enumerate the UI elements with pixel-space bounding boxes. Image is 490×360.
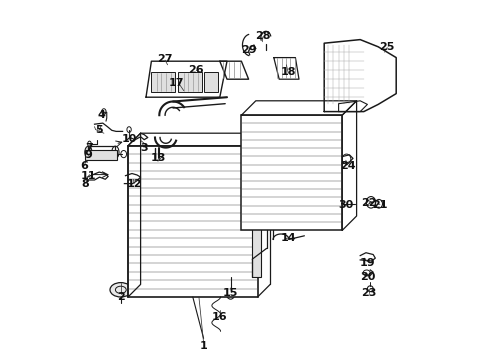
Text: 10: 10 (122, 134, 137, 144)
Text: 14: 14 (280, 233, 296, 243)
Text: 4: 4 (97, 110, 105, 120)
Bar (128, 146, 258, 297)
Text: 21: 21 (372, 200, 388, 210)
Text: 17: 17 (169, 78, 184, 88)
Text: 8: 8 (81, 179, 89, 189)
Ellipse shape (87, 151, 95, 159)
Bar (85, 150, 117, 160)
Text: 6: 6 (80, 161, 88, 171)
Text: 26: 26 (189, 65, 204, 75)
Text: 28: 28 (255, 31, 271, 41)
Text: 27: 27 (157, 54, 173, 64)
Bar (204, 72, 218, 92)
Ellipse shape (342, 154, 351, 164)
Text: 7: 7 (86, 143, 94, 153)
Bar (151, 72, 175, 92)
Text: 13: 13 (150, 153, 166, 163)
Text: 1: 1 (200, 341, 207, 351)
Text: 16: 16 (212, 312, 228, 322)
Text: 9: 9 (84, 150, 92, 160)
Ellipse shape (85, 146, 92, 158)
Bar (252, 162, 261, 277)
Text: 29: 29 (241, 45, 256, 55)
Text: 20: 20 (361, 272, 376, 282)
Bar (178, 72, 202, 92)
Text: 18: 18 (280, 67, 296, 77)
Text: 22: 22 (362, 198, 377, 208)
Ellipse shape (110, 283, 132, 297)
Text: 15: 15 (223, 288, 238, 298)
Text: 11: 11 (81, 171, 96, 181)
Text: 24: 24 (340, 161, 355, 171)
Text: 25: 25 (380, 42, 395, 52)
Ellipse shape (112, 146, 119, 158)
Text: 30: 30 (338, 200, 353, 210)
Text: 2: 2 (117, 292, 124, 302)
Text: 12: 12 (126, 179, 142, 189)
Text: 5: 5 (96, 125, 103, 135)
Bar (242, 115, 342, 230)
Text: 19: 19 (360, 258, 375, 268)
Text: 3: 3 (141, 143, 148, 153)
Text: 23: 23 (362, 288, 377, 298)
